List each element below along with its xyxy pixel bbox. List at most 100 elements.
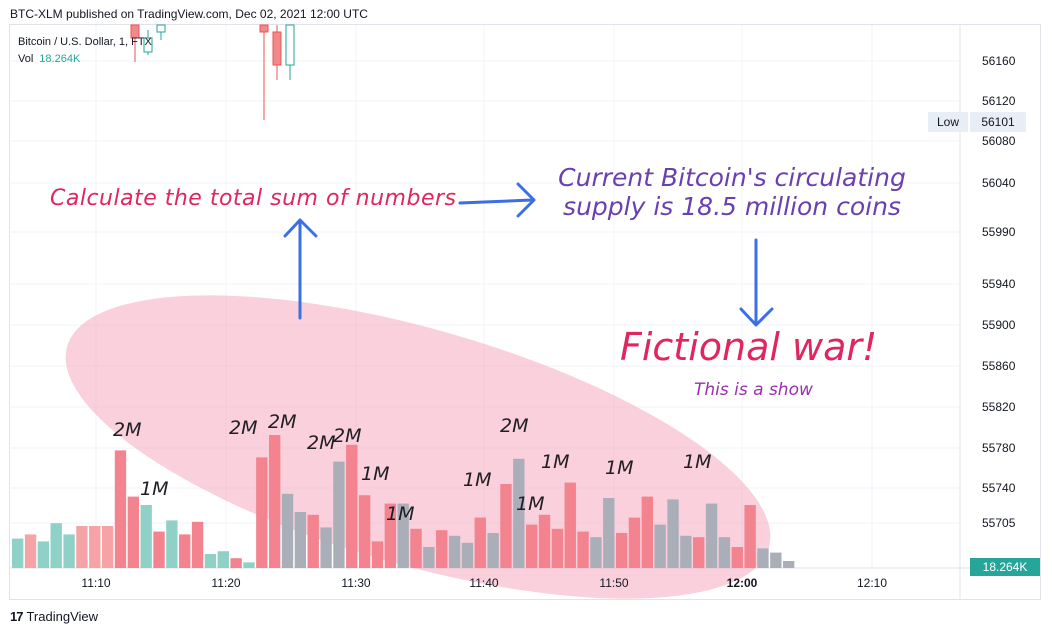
volume-bar (114, 450, 127, 568)
volume-bar (191, 521, 204, 568)
price-tick: 55705 (982, 516, 1016, 530)
volume-bar (461, 542, 474, 568)
tradingview-logo[interactable]: 17 TradingView (10, 609, 98, 624)
volume-bar (230, 558, 242, 568)
volume-number-label: 2M (229, 417, 257, 439)
highlight-ellipse (65, 295, 771, 599)
volume-number-label: 1M (516, 493, 544, 515)
volume-bar (423, 547, 435, 568)
volume-bar (281, 493, 294, 568)
volume-bar (526, 524, 538, 568)
price-tick: 55940 (982, 277, 1016, 291)
arrow-right-icon (458, 182, 536, 218)
volume-bar (448, 535, 461, 568)
price-tick: 56080 (982, 134, 1016, 148)
brand-name: TradingView (26, 609, 99, 624)
volume-bar (307, 514, 319, 568)
volume-bar (217, 551, 229, 568)
volume-bar (693, 537, 705, 568)
time-tick: 11:40 (469, 576, 498, 590)
chart-frame (9, 24, 1041, 600)
volume-number-label: 2M (500, 415, 528, 437)
volume-bar (564, 482, 576, 568)
volume-bar (269, 435, 281, 568)
volume-bar (333, 461, 345, 568)
candle-body (130, 24, 140, 39)
volume-number-label: 2M (113, 419, 141, 441)
arrow-up-icon (283, 218, 318, 320)
candle-body (259, 24, 269, 33)
price-tick: 55990 (982, 225, 1016, 239)
volume-bar (513, 458, 525, 568)
volume-bar (50, 523, 62, 568)
candle-body (156, 24, 166, 33)
volume-bar (101, 526, 114, 568)
volume-bar (410, 528, 422, 568)
low-label: Low (928, 112, 968, 132)
price-candles (130, 24, 295, 120)
volume-bar (718, 537, 731, 568)
volume-number-label: 1M (463, 469, 491, 491)
volume-bar (474, 517, 486, 568)
tradingview-icon: 17 (10, 609, 24, 624)
annotation-war: Fictional war! (620, 325, 878, 369)
volume-number-label: 2M (268, 411, 296, 433)
time-axis: 11:10 11:20 11:30 11:40 11:50 12:00 12:10 (81, 576, 887, 590)
volume-bars (12, 435, 795, 568)
volume-bar (397, 503, 409, 568)
volume-bar (783, 561, 795, 568)
publish-info: BTC-XLM published on TradingView.com, De… (10, 7, 368, 21)
volume-bar (551, 528, 564, 568)
low-value: 56101 (970, 112, 1026, 132)
volume-bar (127, 496, 139, 568)
time-tick: 12:10 (857, 576, 887, 590)
price-tick: 55740 (982, 481, 1016, 495)
volume-bar (179, 534, 191, 568)
volume-bar (37, 541, 50, 568)
volume-number-label: 2M (307, 432, 335, 454)
vol-value: 18.264K (39, 53, 81, 65)
volume-bar (346, 444, 358, 568)
annotation-show: This is a show (694, 380, 813, 400)
volume-bar (76, 526, 88, 568)
volume-bar (770, 552, 782, 568)
volume-bar (358, 495, 371, 568)
candle-body (285, 24, 295, 66)
arrow-down-icon (739, 238, 774, 327)
volume-bar (204, 554, 217, 568)
time-tick: 11:10 (81, 576, 110, 590)
volume-bar (294, 512, 307, 568)
volume-bar (320, 527, 332, 568)
volume-bar (641, 496, 653, 568)
volume-bar (500, 484, 512, 568)
volume-bar (615, 533, 628, 568)
candle-body (143, 37, 153, 53)
volume-bar (153, 531, 165, 568)
volume-bar (140, 505, 152, 568)
volume-bar (680, 535, 692, 568)
volume-bar (628, 517, 641, 568)
volume-bar (89, 526, 101, 568)
volume-bar (757, 548, 769, 568)
volume-bar (256, 457, 268, 568)
volume-bar (436, 530, 448, 568)
annotation-supply: Current Bitcoin's circulating supply is … (558, 163, 906, 221)
volume-bar (667, 499, 679, 568)
volume-bar (24, 534, 37, 568)
volume-bar (487, 533, 499, 568)
price-axis: 56160 56120 56080 56040 55990 55940 55900 55860… (982, 54, 1016, 530)
symbol-title[interactable]: Bitcoin / U.S. Dollar, 1, FTX (18, 36, 152, 48)
price-tick: 55820 (982, 400, 1016, 414)
price-tick: 55780 (982, 441, 1016, 455)
volume-number-label: 1M (386, 503, 414, 525)
volume-bar (744, 505, 756, 568)
price-tick: 55860 (982, 359, 1016, 373)
volume-number-label: 1M (605, 457, 633, 479)
volume-bar (731, 547, 743, 568)
time-tick: 12:00 (727, 576, 758, 590)
time-tick: 11:20 (211, 576, 240, 590)
volume-bar (166, 520, 178, 568)
volume-bar (538, 514, 551, 568)
